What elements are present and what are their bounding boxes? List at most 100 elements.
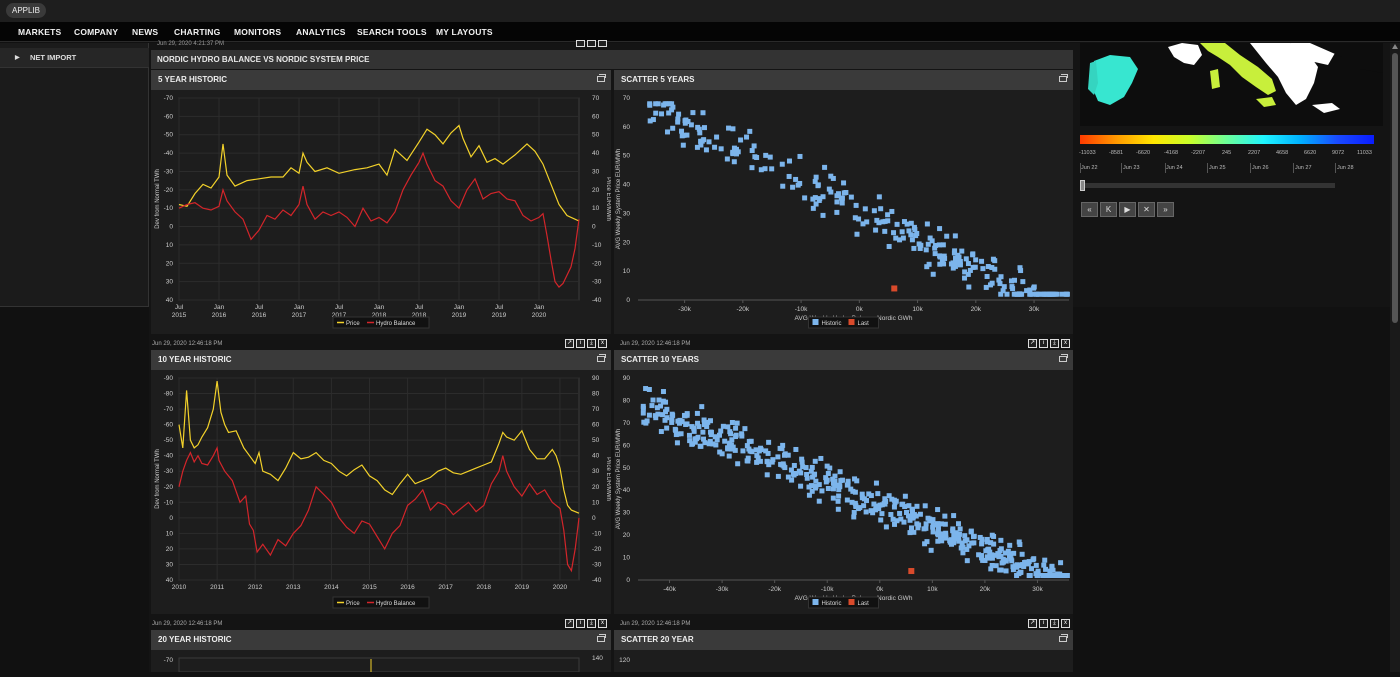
nav-search-tools[interactable]: SEARCH TOOLS <box>357 27 427 37</box>
y-axis-label: Dev from Normal TWh <box>155 449 161 509</box>
scroll-thumb[interactable] <box>1392 53 1398 323</box>
popout-icon[interactable]: ↗ <box>565 619 574 628</box>
legend-label: Hydro Balance <box>376 601 416 607</box>
page-scrollbar[interactable] <box>1390 43 1400 672</box>
info-icon[interactable]: i <box>1039 339 1048 348</box>
scatter-point <box>956 531 962 537</box>
scale-label: -8581 <box>1109 150 1124 156</box>
maximize-icon[interactable] <box>597 74 606 82</box>
excel-icon[interactable]: x <box>598 339 607 348</box>
last-frame-button[interactable]: » <box>1157 202 1174 217</box>
scatter-point <box>827 465 833 471</box>
scatter-point <box>780 183 786 189</box>
info-icon[interactable]: i <box>1039 619 1048 628</box>
nav-monitors[interactable]: MONITORS <box>234 27 282 37</box>
nav-markets[interactable]: MARKETS <box>18 27 62 37</box>
scatter-point <box>1019 551 1025 557</box>
scatter-point <box>747 128 753 134</box>
scatter-point <box>935 528 941 534</box>
scatter-point <box>983 284 989 290</box>
expand-arrow-icon[interactable]: ▶ <box>15 55 20 61</box>
info-icon[interactable]: i <box>576 619 585 628</box>
first-frame-button[interactable]: « <box>1081 202 1098 217</box>
sidebar-item-net-import[interactable]: ▶ NET IMPORT <box>0 48 149 68</box>
scatter-point <box>964 558 970 564</box>
nav-news[interactable]: NEWS <box>132 27 159 37</box>
maximize-icon[interactable] <box>597 354 606 362</box>
x-tick-label: 2020 <box>532 312 547 319</box>
scatter-point <box>970 534 976 540</box>
scatter-point <box>1024 288 1030 294</box>
y2-tick-label: 10 <box>592 205 600 212</box>
scatter-point <box>1042 557 1048 563</box>
scatter-point <box>751 143 757 149</box>
scatter-point <box>955 259 961 265</box>
nav-my-layouts[interactable]: MY LAYOUTS <box>436 27 493 37</box>
download-icon[interactable] <box>587 40 596 47</box>
scatter-point <box>900 501 906 507</box>
x-tick-label: 10k <box>927 586 938 593</box>
download-icon[interactable]: ⤓ <box>587 339 596 348</box>
nav-company[interactable]: COMPANY <box>74 27 119 37</box>
stop-button[interactable]: ✕ <box>1138 202 1155 217</box>
scatter-point <box>812 485 818 491</box>
plot-area <box>178 657 580 673</box>
excel-icon[interactable]: x <box>1061 339 1070 348</box>
scatter-point <box>696 424 702 430</box>
scatter-point <box>803 465 809 471</box>
scatter-point <box>702 440 708 446</box>
maximize-icon[interactable] <box>1059 354 1068 362</box>
excel-icon[interactable] <box>598 40 607 47</box>
scatter-point <box>967 267 973 273</box>
y-tick-label: -20 <box>164 187 174 194</box>
download-icon[interactable]: ⤓ <box>587 619 596 628</box>
prev-frame-button[interactable]: K <box>1100 202 1117 217</box>
maximize-icon[interactable] <box>597 634 606 642</box>
scatter-point <box>914 521 920 527</box>
x-tick-label: 2012 <box>248 584 263 591</box>
info-icon[interactable]: i <box>576 339 585 348</box>
panel-title: 5 YEAR HISTORIC <box>151 70 611 90</box>
excel-icon[interactable]: x <box>1061 619 1070 628</box>
scatter-point <box>902 493 908 499</box>
applib-tab[interactable]: APPLIB <box>6 3 47 18</box>
popout-icon[interactable] <box>576 40 585 47</box>
chart-5y-historic: -70 70 -60 60 -50 50 -40 40 -30 30 -20 20 -10 10 0 0 10 -… <box>151 90 611 334</box>
scatter-point <box>901 519 907 525</box>
popout-icon[interactable]: ↗ <box>565 339 574 348</box>
play-button[interactable]: ▶ <box>1119 202 1136 217</box>
scatter-point <box>937 253 943 259</box>
download-icon[interactable]: ⤓ <box>1050 339 1059 348</box>
scatter-point <box>1001 284 1007 290</box>
scatter-point <box>951 250 957 256</box>
time-slider-track[interactable] <box>1080 183 1335 188</box>
y2-tick-label: 0 <box>592 515 596 522</box>
scatter-point <box>992 266 998 272</box>
y2-tick-label: 70 <box>592 406 600 413</box>
scatter-point <box>660 412 666 418</box>
scroll-up-icon[interactable] <box>1392 44 1398 49</box>
europe-map[interactable] <box>1080 43 1383 126</box>
scatter-point <box>1029 566 1035 572</box>
popout-icon[interactable]: ↗ <box>1028 339 1037 348</box>
scatter-point <box>835 506 841 512</box>
scatter-point <box>854 478 860 484</box>
time-slider-handle[interactable] <box>1080 180 1085 191</box>
scatter-point <box>844 482 850 488</box>
scatter-point <box>775 454 781 460</box>
scatter-point <box>764 472 770 478</box>
scatter-point <box>822 164 828 170</box>
download-icon[interactable]: ⤓ <box>1050 619 1059 628</box>
nav-charting[interactable]: CHARTING <box>174 27 221 37</box>
x-tick-label: 2017 <box>438 584 453 591</box>
y-tick-label: -60 <box>164 422 174 429</box>
maximize-icon[interactable] <box>1059 634 1068 642</box>
map-region-crete <box>1312 103 1340 113</box>
nav-analytics[interactable]: ANALYTICS <box>296 27 346 37</box>
maximize-icon[interactable] <box>1059 74 1068 82</box>
scatter-point <box>730 444 736 450</box>
excel-icon[interactable]: x <box>598 619 607 628</box>
chart-10y-historic: -90 90 -80 80 -70 70 -60 60 -50 50 -40 40 -30 30 -20 20… <box>151 370 611 614</box>
scatter-point <box>749 449 755 455</box>
popout-icon[interactable]: ↗ <box>1028 619 1037 628</box>
